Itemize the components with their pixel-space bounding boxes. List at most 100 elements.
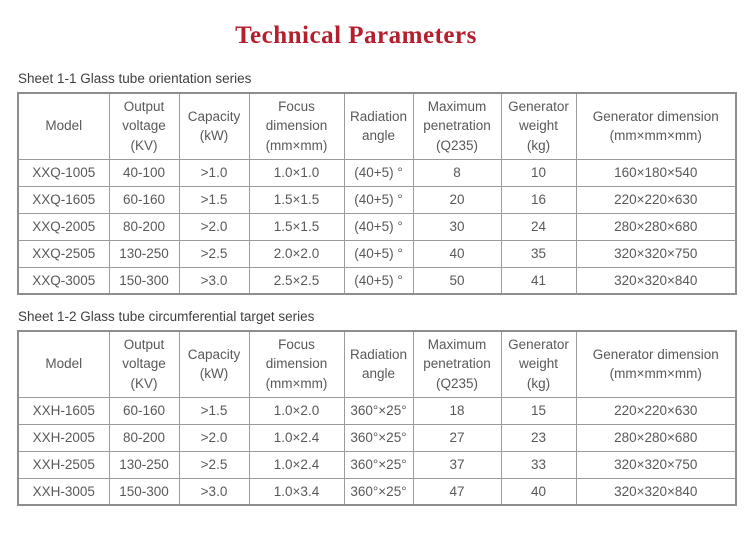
- column-header-radiation-angle: Radiation angle: [343, 92, 414, 160]
- cell-output-voltage: 60-160: [108, 185, 180, 214]
- cell-radiation-angle: 360°×25°: [343, 450, 414, 479]
- cell-capacity: >2.5: [178, 239, 250, 268]
- column-header-generator-weight: Generator weight (kg): [500, 92, 577, 160]
- cell-generator-weight: 23: [500, 423, 577, 452]
- cell-capacity: >2.0: [178, 212, 250, 241]
- cell-generator-dimension: 320×320×750: [575, 450, 737, 479]
- table-row: XXH-1605 60-160 >1.5 1.0×2.0 360°×25° 18…: [17, 396, 737, 425]
- cell-generator-dimension: 320×320×750: [575, 239, 737, 268]
- cell-output-voltage: 130-250: [108, 239, 180, 268]
- cell-model: XXQ-1005: [17, 158, 110, 187]
- column-header-generator-dimension: Generator dimension (mm×mm×mm): [575, 92, 737, 160]
- glass-tube-circumferential-table: Model Output voltage (KV) Capacity (kW) …: [17, 330, 737, 506]
- cell-generator-weight: 33: [500, 450, 577, 479]
- cell-model: XXH-3005: [17, 477, 110, 506]
- cell-radiation-angle: (40+5) °: [343, 239, 414, 268]
- column-header-focus-dimension: Focus dimension (mm×mm): [248, 92, 345, 160]
- cell-model: XXH-2505: [17, 450, 110, 479]
- table-row: XXQ-2505 130-250 >2.5 2.0×2.0 (40+5) ° 4…: [17, 239, 737, 268]
- cell-focus-dimension: 1.5×1.5: [248, 212, 345, 241]
- cell-focus-dimension: 1.5×1.5: [248, 185, 345, 214]
- cell-maximum-penetration: 30: [412, 212, 502, 241]
- table-row: XXH-2505 130-250 >2.5 1.0×2.4 360°×25° 3…: [17, 450, 737, 479]
- column-header-model: Model: [17, 92, 110, 160]
- cell-model: XXQ-2005: [17, 212, 110, 241]
- cell-radiation-angle: (40+5) °: [343, 185, 414, 214]
- cell-generator-weight: 40: [500, 477, 577, 506]
- cell-focus-dimension: 1.0×2.4: [248, 450, 345, 479]
- table-row: XXH-3005 150-300 >3.0 1.0×3.4 360°×25° 4…: [17, 477, 737, 506]
- cell-maximum-penetration: 40: [412, 239, 502, 268]
- cell-capacity: >3.0: [178, 266, 250, 295]
- column-header-generator-dimension: Generator dimension (mm×mm×mm): [575, 330, 737, 398]
- cell-radiation-angle: 360°×25°: [343, 423, 414, 452]
- cell-maximum-penetration: 8: [412, 158, 502, 187]
- cell-output-voltage: 80-200: [108, 212, 180, 241]
- cell-model: XXH-2005: [17, 423, 110, 452]
- cell-radiation-angle: (40+5) °: [343, 266, 414, 295]
- cell-focus-dimension: 1.0×3.4: [248, 477, 345, 506]
- column-header-capacity: Capacity (kW): [178, 330, 250, 398]
- table-row: XXQ-2005 80-200 >2.0 1.5×1.5 (40+5) ° 30…: [17, 212, 737, 241]
- column-header-model: Model: [17, 330, 110, 398]
- cell-model: XXQ-1605: [17, 185, 110, 214]
- table-row: XXQ-3005 150-300 >3.0 2.5×2.5 (40+5) ° 5…: [17, 266, 737, 295]
- cell-focus-dimension: 1.0×2.0: [248, 396, 345, 425]
- cell-radiation-angle: 360°×25°: [343, 396, 414, 425]
- cell-focus-dimension: 2.0×2.0: [248, 239, 345, 268]
- header-row: Model Output voltage (KV) Capacity (kW) …: [17, 330, 737, 398]
- cell-capacity: >3.0: [178, 477, 250, 506]
- cell-capacity: >1.0: [178, 158, 250, 187]
- cell-generator-dimension: 280×280×680: [575, 423, 737, 452]
- column-header-output-voltage: Output voltage (KV): [108, 330, 180, 398]
- cell-generator-weight: 35: [500, 239, 577, 268]
- cell-maximum-penetration: 18: [412, 396, 502, 425]
- cell-model: XXQ-3005: [17, 266, 110, 295]
- cell-output-voltage: 40-100: [108, 158, 180, 187]
- table-row: XXQ-1005 40-100 >1.0 1.0×1.0 (40+5) ° 8 …: [17, 158, 737, 187]
- cell-generator-dimension: 280×280×680: [575, 212, 737, 241]
- cell-capacity: >2.5: [178, 450, 250, 479]
- column-header-generator-weight: Generator weight (kg): [500, 330, 577, 398]
- cell-generator-weight: 24: [500, 212, 577, 241]
- cell-generator-weight: 15: [500, 396, 577, 425]
- column-header-maximum-penetration: Maximum penetration (Q235): [412, 330, 502, 398]
- cell-capacity: >1.5: [178, 396, 250, 425]
- cell-maximum-penetration: 47: [412, 477, 502, 506]
- page-title: Technical Parameters: [235, 22, 477, 49]
- cell-radiation-angle: 360°×25°: [343, 477, 414, 506]
- cell-output-voltage: 60-160: [108, 396, 180, 425]
- cell-focus-dimension: 1.0×1.0: [248, 158, 345, 187]
- cell-radiation-angle: (40+5) °: [343, 212, 414, 241]
- cell-output-voltage: 130-250: [108, 450, 180, 479]
- cell-capacity: >1.5: [178, 185, 250, 214]
- cell-model: XXQ-2505: [17, 239, 110, 268]
- header-row: Model Output voltage (KV) Capacity (kW) …: [17, 92, 737, 160]
- cell-radiation-angle: (40+5) °: [343, 158, 414, 187]
- column-header-output-voltage: Output voltage (KV): [108, 92, 180, 160]
- cell-generator-weight: 10: [500, 158, 577, 187]
- table-row: XXQ-1605 60-160 >1.5 1.5×1.5 (40+5) ° 20…: [17, 185, 737, 214]
- cell-focus-dimension: 2.5×2.5: [248, 266, 345, 295]
- cell-generator-dimension: 320×320×840: [575, 477, 737, 506]
- cell-model: XXH-1605: [17, 396, 110, 425]
- cell-maximum-penetration: 37: [412, 450, 502, 479]
- cell-output-voltage: 150-300: [108, 266, 180, 295]
- cell-output-voltage: 80-200: [108, 423, 180, 452]
- cell-focus-dimension: 1.0×2.4: [248, 423, 345, 452]
- cell-generator-dimension: 320×320×840: [575, 266, 737, 295]
- cell-generator-dimension: 160×180×540: [575, 158, 737, 187]
- table-row: XXH-2005 80-200 >2.0 1.0×2.4 360°×25° 27…: [17, 423, 737, 452]
- cell-generator-dimension: 220×220×630: [575, 185, 737, 214]
- cell-generator-weight: 16: [500, 185, 577, 214]
- column-header-radiation-angle: Radiation angle: [343, 330, 414, 398]
- cell-maximum-penetration: 20: [412, 185, 502, 214]
- sheet-1-1-caption: Sheet 1-1 Glass tube orientation series: [18, 71, 252, 86]
- cell-maximum-penetration: 27: [412, 423, 502, 452]
- cell-capacity: >2.0: [178, 423, 250, 452]
- cell-generator-dimension: 220×220×630: [575, 396, 737, 425]
- cell-output-voltage: 150-300: [108, 477, 180, 506]
- cell-generator-weight: 41: [500, 266, 577, 295]
- sheet-1-2-caption: Sheet 1-2 Glass tube circumferential tar…: [18, 309, 315, 324]
